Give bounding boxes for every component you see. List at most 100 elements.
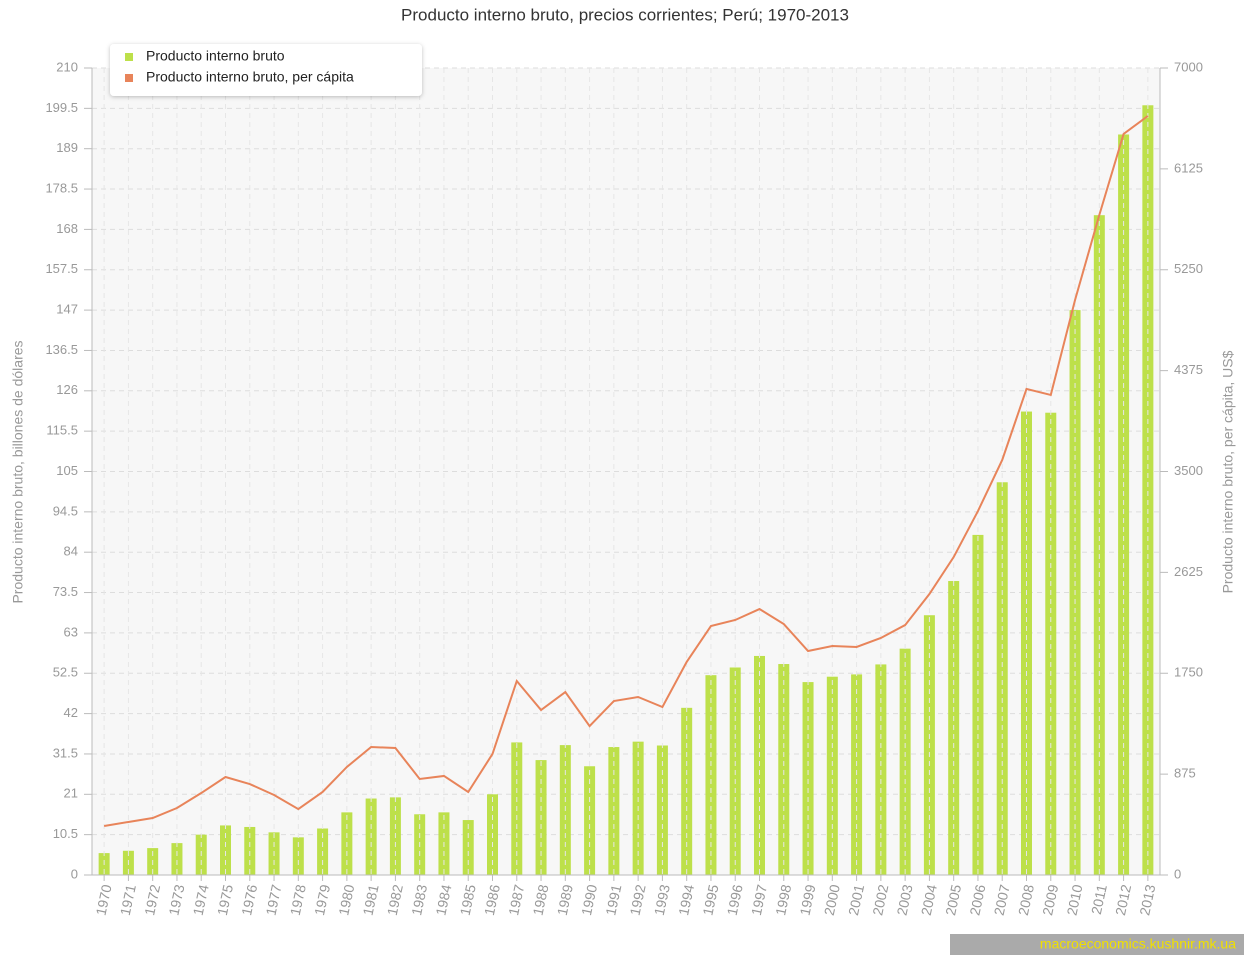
x-tick-label: 1989 xyxy=(554,883,576,917)
bar xyxy=(778,664,790,875)
y-tick-label: 84 xyxy=(64,544,78,559)
y-tick-label: 178.5 xyxy=(45,180,78,195)
x-tick-label: 1993 xyxy=(651,883,673,917)
y2-tick-label: 3500 xyxy=(1174,463,1203,478)
x-tick-label: 2000 xyxy=(821,883,843,917)
x-tick-label: 1997 xyxy=(748,883,770,917)
x-tick-label: 2006 xyxy=(966,883,988,917)
x-tick-label: 1999 xyxy=(796,883,818,917)
bar xyxy=(584,766,596,875)
bar xyxy=(705,675,717,875)
y-tick-label: 21 xyxy=(64,786,78,801)
x-tick-label: 1982 xyxy=(384,883,406,917)
x-tick-label: 1970 xyxy=(93,883,115,917)
y2-tick-label: 6125 xyxy=(1174,160,1203,175)
y2-tick-label: 2625 xyxy=(1174,564,1203,579)
x-tick-label: 1980 xyxy=(335,883,357,917)
x-tick-label: 1984 xyxy=(432,883,454,917)
y-tick-label: 52.5 xyxy=(53,665,78,680)
x-tick-label: 1981 xyxy=(360,883,382,917)
y-tick-label: 10.5 xyxy=(53,826,78,841)
x-tick-label: 2012 xyxy=(1112,883,1134,917)
watermark: macroeconomics.kushnir.mk.ua xyxy=(1040,936,1236,952)
x-tick-label: 1986 xyxy=(481,883,503,917)
x-tick-label: 2003 xyxy=(894,883,916,917)
x-tick-label: 2001 xyxy=(845,883,867,917)
y2-tick-label: 7000 xyxy=(1174,59,1203,74)
bar xyxy=(996,482,1008,875)
y-tick-label: 147 xyxy=(56,302,78,317)
bar xyxy=(171,843,183,875)
x-tick-label: 2011 xyxy=(1088,883,1110,916)
y2-tick-label: 1750 xyxy=(1174,665,1203,680)
y-tick-label: 115.5 xyxy=(46,423,78,438)
y-tick-label: 105 xyxy=(56,463,78,478)
x-tick-label: 1972 xyxy=(141,883,163,917)
x-tick-label: 1971 xyxy=(117,883,139,917)
bar xyxy=(244,826,256,875)
chart-title: Producto interno bruto, precios corrient… xyxy=(401,5,849,24)
x-tick-label: 1985 xyxy=(457,883,479,917)
y-tick-label: 210 xyxy=(56,59,78,74)
x-tick-label: 1979 xyxy=(311,883,333,917)
y-tick-label: 199.5 xyxy=(45,100,78,115)
legend-label: Producto interno bruto xyxy=(146,48,285,64)
bar xyxy=(220,825,231,875)
y-axis-label: Producto interno bruto, billones de dóla… xyxy=(10,340,26,603)
x-tick-label: 1975 xyxy=(214,883,236,917)
x-tick-label: 1978 xyxy=(287,883,309,917)
legend-box xyxy=(110,44,422,96)
watermark-box xyxy=(950,934,1244,955)
y2-axis-label: Producto interno bruto, per cápita, US$ xyxy=(1220,350,1236,593)
line xyxy=(103,115,1149,827)
x-tick-label: 1988 xyxy=(529,883,551,917)
x-tick-label: 1987 xyxy=(505,883,527,917)
x-tick-label: 1973 xyxy=(165,883,187,917)
x-tick-label: 1996 xyxy=(724,883,746,917)
bar xyxy=(1045,412,1057,875)
bar xyxy=(875,664,887,875)
y-tick-label: 189 xyxy=(56,140,78,155)
y-tick-label: 0 xyxy=(71,866,78,881)
bar xyxy=(1142,105,1154,876)
x-tick-label: 2009 xyxy=(1039,883,1061,917)
legend-label: Producto interno bruto, per cápita xyxy=(146,69,354,85)
y2-tick-label: 5250 xyxy=(1174,261,1203,276)
bar xyxy=(972,534,984,875)
bar xyxy=(462,820,474,875)
y-tick-label: 126 xyxy=(56,382,78,397)
legend-swatch xyxy=(125,74,133,82)
x-tick-label: 2004 xyxy=(918,883,940,917)
x-tick-label: 1995 xyxy=(699,883,721,917)
x-tick-label: 1994 xyxy=(675,883,697,917)
y-tick-label: 73.5 xyxy=(53,584,78,599)
bar xyxy=(608,747,620,875)
legend-swatch xyxy=(125,53,133,61)
x-tick-label: 1991 xyxy=(602,883,624,917)
bar xyxy=(292,837,304,875)
x-tick-label: 1977 xyxy=(262,883,284,917)
y2-tick-label: 4375 xyxy=(1174,362,1203,377)
x-tick-label: 1990 xyxy=(578,883,600,917)
y-tick-label: 94.5 xyxy=(53,503,78,518)
x-tick-label: 1983 xyxy=(408,883,430,917)
y-tick-label: 42 xyxy=(64,705,78,720)
y2-tick-label: 0 xyxy=(1174,866,1181,881)
x-tick-label: 2010 xyxy=(1063,883,1085,917)
bar xyxy=(802,682,814,875)
x-tick-label: 2007 xyxy=(991,883,1013,917)
y-tick-label: 31.5 xyxy=(53,745,78,760)
x-tick-label: 2005 xyxy=(942,883,964,917)
x-tick-label: 1992 xyxy=(627,883,649,917)
y-tick-label: 168 xyxy=(56,221,78,236)
x-tick-label: 2002 xyxy=(869,883,891,917)
x-tick-label: 2013 xyxy=(1136,883,1158,917)
x-tick-label: 1976 xyxy=(238,883,260,917)
x-tick-label: 2008 xyxy=(1015,883,1037,917)
y2-tick-label: 875 xyxy=(1174,766,1196,781)
x-tick-label: 1974 xyxy=(190,883,212,917)
bar xyxy=(826,676,838,875)
bar xyxy=(1021,411,1032,875)
y-tick-label: 63 xyxy=(64,624,78,639)
